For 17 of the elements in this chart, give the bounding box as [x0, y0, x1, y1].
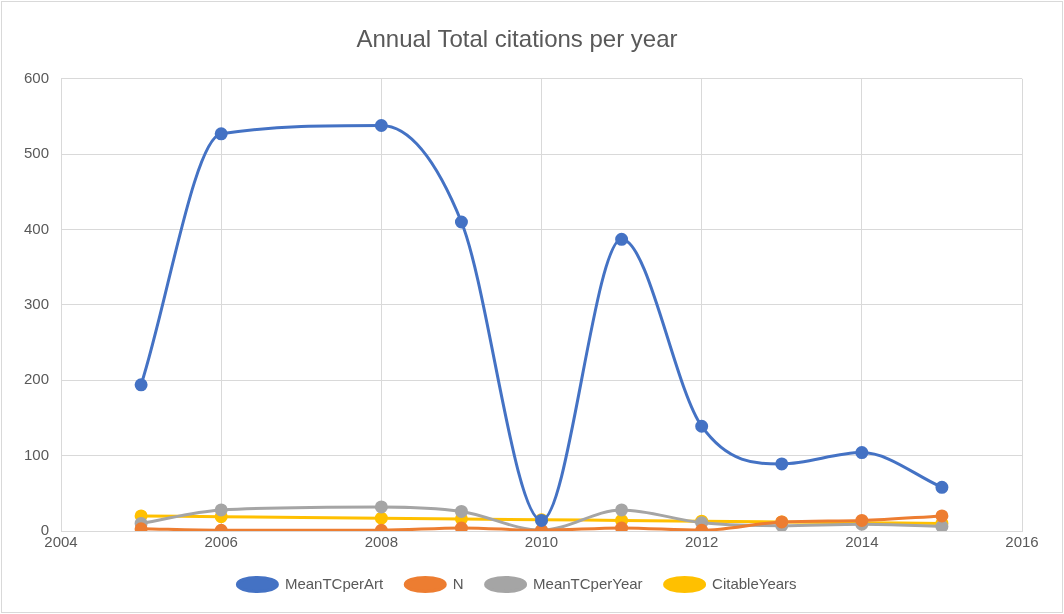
x-tick-label: 2006 — [204, 533, 238, 551]
y-tick-label: 500 — [24, 144, 50, 162]
y-tick-label: 300 — [24, 295, 50, 313]
y-tick-label: 200 — [24, 370, 50, 388]
x-tick-label: 2012 — [684, 533, 719, 551]
x-tick-label: 2008 — [364, 533, 399, 551]
y-tick-label: 600 — [24, 68, 50, 86]
y-tick-label: 400 — [24, 219, 50, 237]
y-tick-label: 100 — [24, 445, 50, 463]
x-tick-label: 2014 — [845, 533, 879, 551]
legend-label: N — [452, 574, 464, 592]
legend-label: CitableYears — [712, 574, 797, 592]
x-tick-label: 2016 — [1005, 533, 1039, 551]
x-tick-label: 2010 — [524, 533, 559, 551]
chart-title: Annual Total citations per year — [356, 25, 678, 53]
legend-label: MeanTCperArt — [284, 574, 385, 592]
legend-label: MeanTCperYear — [533, 574, 643, 592]
